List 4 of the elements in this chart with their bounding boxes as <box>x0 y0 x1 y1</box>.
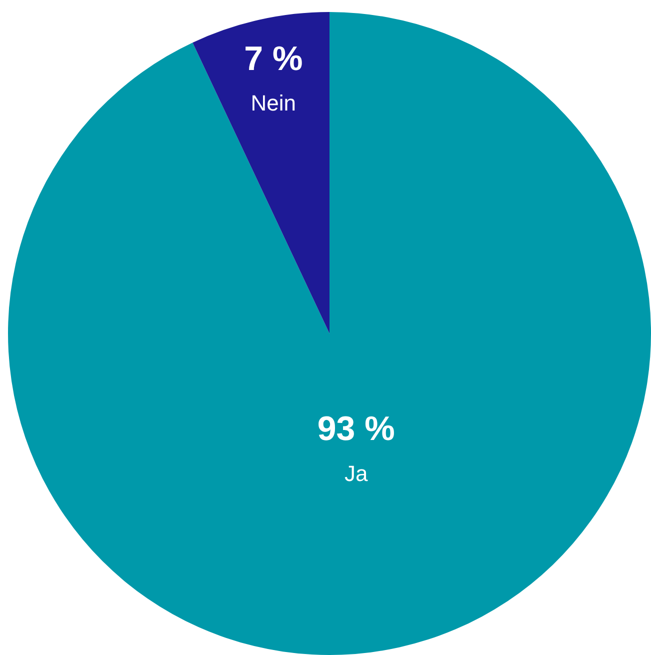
slice-label: Ja <box>344 460 369 486</box>
data-label: 93 % <box>317 410 395 448</box>
data-label: 7 % <box>244 40 303 78</box>
slice-label: Nein <box>250 90 296 116</box>
